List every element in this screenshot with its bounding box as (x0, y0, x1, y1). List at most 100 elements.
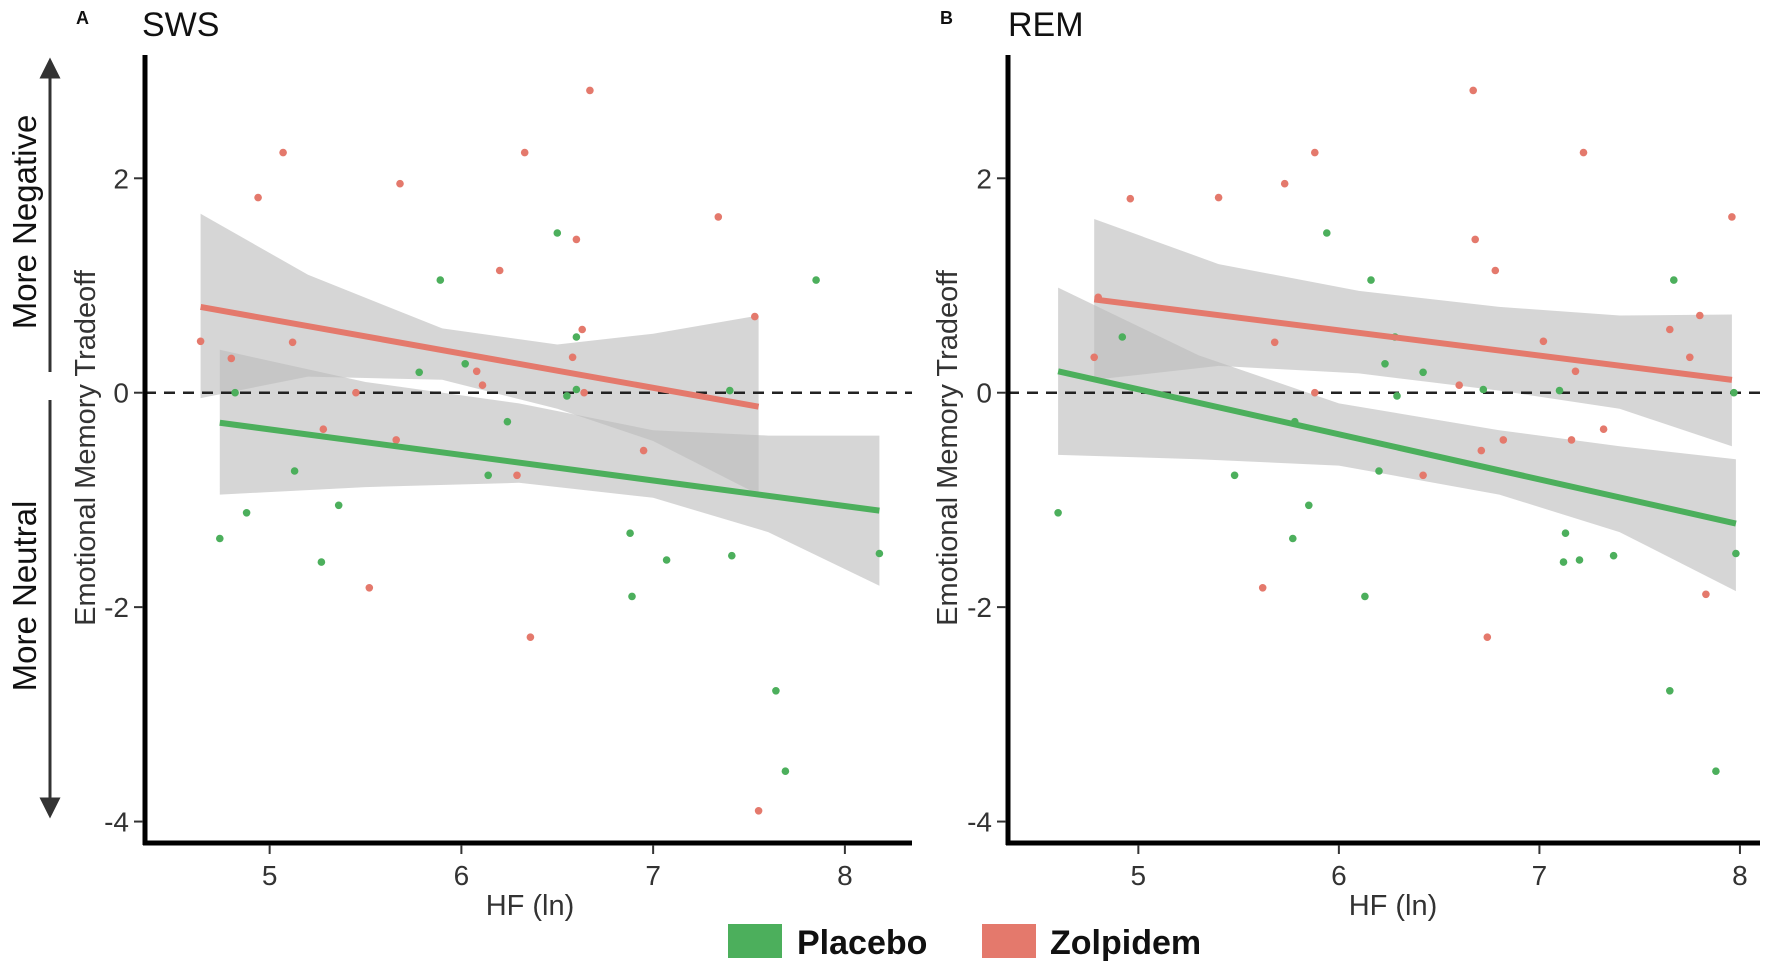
data-point-zolpidem (1499, 436, 1508, 444)
data-point-placebo (1575, 556, 1584, 564)
legend-label-zolpidem: Zolpidem (1050, 924, 1201, 962)
data-point-zolpidem (279, 148, 287, 157)
data-point-placebo (216, 534, 224, 543)
data-point-placebo (484, 471, 493, 480)
data-point-placebo (1730, 388, 1738, 397)
data-point-placebo (242, 509, 251, 517)
data-point-zolpidem (1579, 148, 1588, 157)
data-point-placebo (1305, 501, 1313, 510)
data-point-zolpidem (568, 353, 577, 362)
data-point-zolpidem (572, 235, 581, 244)
data-point-placebo (772, 687, 780, 695)
legend: Placebo Zolpidem (728, 924, 1201, 962)
data-point-zolpidem (478, 381, 487, 390)
data-point-zolpidem (1469, 86, 1477, 95)
data-point-placebo (1323, 229, 1331, 237)
legend-swatch-placebo (728, 924, 782, 958)
data-point-zolpidem (1270, 338, 1279, 347)
data-point-zolpidem (196, 337, 205, 346)
data-point-placebo (728, 551, 736, 560)
data-point-zolpidem (754, 807, 763, 815)
fit-line-zolpidem (200, 303, 760, 410)
panel-a-sws: A SWS Emotional Memory Tradeoff HF (ln) … (70, 6, 912, 922)
x-tick-label: 5 (262, 860, 278, 891)
data-point-zolpidem (1483, 633, 1492, 641)
y-axis-title: Emotional Memory Tradeoff (932, 269, 964, 626)
data-point-zolpidem (1280, 179, 1289, 188)
data-point-zolpidem (1567, 436, 1576, 444)
data-point-zolpidem (714, 213, 723, 221)
data-point-zolpidem (1419, 471, 1427, 480)
x-ticks: 5 6 7 8 (1131, 845, 1748, 891)
data-point-zolpidem (396, 179, 404, 188)
data-point-zolpidem (1696, 311, 1704, 320)
fit-line-zolpidem (1093, 296, 1733, 383)
y-axis-title: Emotional Memory Tradeoff (70, 269, 102, 626)
data-point-placebo (781, 767, 790, 775)
data-point-zolpidem (751, 312, 759, 321)
data-point-placebo (1559, 558, 1568, 566)
ci-band-placebo (1058, 287, 1736, 592)
data-point-placebo (572, 333, 581, 341)
data-point-zolpidem (1491, 266, 1500, 275)
more-negative-label: More Negative (6, 115, 43, 330)
data-point-placebo (1289, 534, 1297, 543)
x-tick-label: 6 (1331, 860, 1347, 891)
axes (142, 55, 912, 846)
y-tick-label: 0 (976, 378, 992, 409)
y-ticks: 2 0 -2 -4 (967, 163, 1006, 838)
data-point-placebo (1670, 276, 1678, 284)
data-point-placebo (1381, 360, 1389, 368)
y-tick-label: -2 (104, 592, 129, 623)
y-tick-label: 2 (976, 163, 992, 194)
data-point-zolpidem (254, 193, 262, 202)
data-point-placebo (553, 229, 562, 237)
y-tick-label: 0 (113, 378, 129, 409)
y-tick-label: -4 (967, 807, 992, 838)
data-point-zolpidem (495, 266, 504, 275)
legend-swatch-zolpidem (982, 924, 1036, 958)
side-annotation: More Negative More Neutral (6, 57, 61, 819)
data-point-placebo (1561, 529, 1570, 537)
panel-title: SWS (142, 6, 219, 44)
y-tick-label: 2 (113, 163, 129, 194)
x-tick-label: 7 (1532, 860, 1548, 891)
data-point-placebo (503, 417, 512, 426)
data-point-placebo (572, 385, 581, 394)
data-point-placebo (626, 529, 634, 537)
data-point-placebo (334, 501, 343, 510)
ci-bands (200, 213, 880, 586)
fit-lines (1057, 296, 1737, 527)
x-axis-title: HF (ln) (1349, 890, 1438, 922)
data-points (1054, 86, 1740, 775)
data-point-placebo (290, 467, 299, 475)
data-point-placebo (415, 368, 424, 377)
data-point-zolpidem (578, 325, 586, 334)
data-point-placebo (726, 386, 734, 395)
data-point-zolpidem (513, 471, 521, 480)
data-points (196, 86, 884, 815)
x-tick-label: 5 (1131, 860, 1147, 891)
data-point-placebo (1555, 386, 1564, 395)
more-neutral-label: More Neutral (6, 501, 43, 692)
data-point-zolpidem (639, 446, 648, 455)
panel-b-rem: B REM Emotional Memory Tradeoff HF (ln) … (932, 6, 1760, 922)
y-ticks: 2 0 -2 -4 (104, 163, 143, 838)
axes (1005, 55, 1760, 846)
legend-label-placebo: Placebo (797, 924, 927, 962)
data-point-zolpidem (580, 388, 588, 397)
panel-title: REM (1008, 6, 1084, 44)
data-point-placebo (1375, 467, 1383, 475)
data-point-zolpidem (520, 148, 529, 157)
x-tick-label: 7 (645, 860, 661, 891)
data-point-zolpidem (1214, 193, 1223, 202)
ci-bands (1058, 219, 1736, 592)
y-tick-label: -4 (104, 807, 129, 838)
data-point-zolpidem (472, 367, 481, 376)
data-point-placebo (1479, 385, 1488, 394)
data-point-placebo (1118, 333, 1127, 341)
data-point-placebo (1361, 592, 1369, 601)
data-point-zolpidem (1258, 584, 1267, 592)
data-point-zolpidem (1599, 425, 1608, 434)
